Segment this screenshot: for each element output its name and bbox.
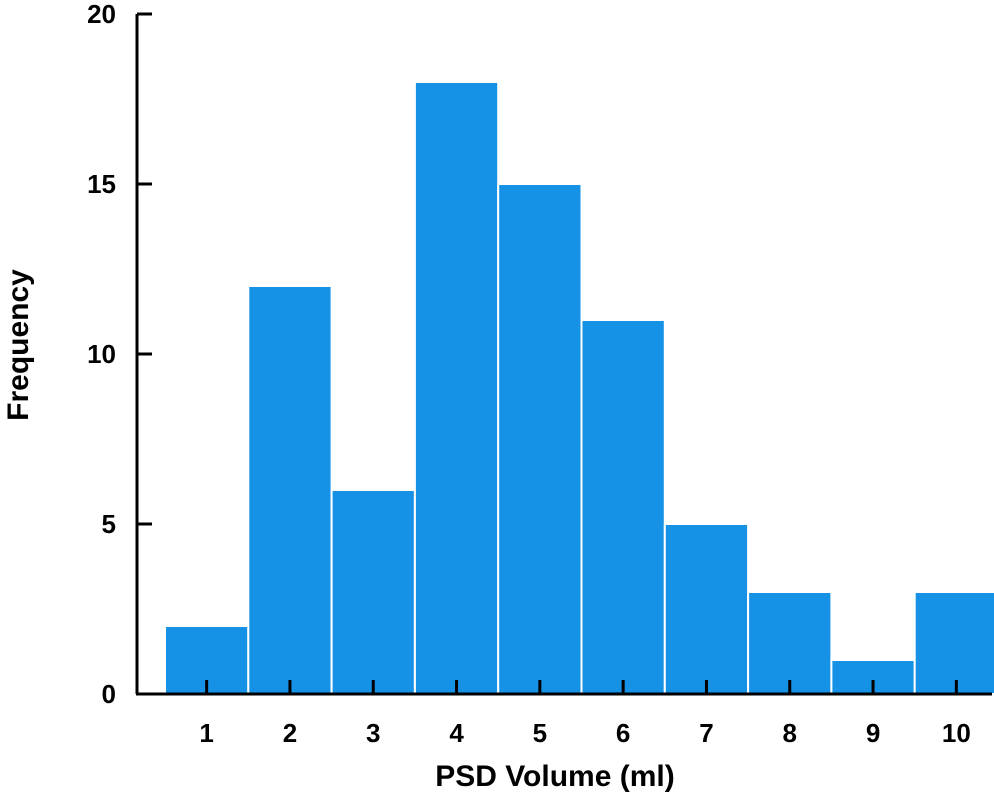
x-tick-label: 4	[449, 718, 464, 748]
bars-layer	[164, 81, 994, 695]
bar-2	[247, 285, 333, 695]
x-ticks-layer: 1 2 3 4 5 6 7 8 9 10	[199, 680, 971, 748]
x-tick-label: 10	[942, 718, 971, 748]
bar-4	[413, 81, 500, 695]
y-tick-label: 20	[87, 0, 116, 29]
x-tick-label: 3	[366, 718, 380, 748]
y-axis-title: Frequency	[2, 269, 35, 421]
y-tick-label: 15	[87, 169, 116, 199]
x-tick-label: 8	[783, 718, 797, 748]
x-tick-label: 9	[866, 718, 880, 748]
x-tick-label: 7	[699, 718, 713, 748]
bar-5	[497, 183, 583, 695]
y-tick-label: 10	[87, 339, 116, 369]
y-tick-label: 0	[102, 679, 116, 709]
y-tick-label: 5	[102, 509, 116, 539]
y-ticks-layer: 0 5 10 15 20	[87, 0, 152, 709]
x-tick-label: 6	[616, 718, 630, 748]
bar-8	[747, 591, 833, 695]
x-axis-title: PSD Volume (ml)	[435, 760, 674, 793]
bar-6	[580, 319, 666, 695]
x-tick-label: 5	[533, 718, 547, 748]
x-tick-label: 1	[199, 718, 213, 748]
bar-10	[913, 591, 994, 695]
x-tick-label: 2	[283, 718, 297, 748]
bar-7	[663, 523, 750, 695]
bar-3	[330, 489, 416, 695]
